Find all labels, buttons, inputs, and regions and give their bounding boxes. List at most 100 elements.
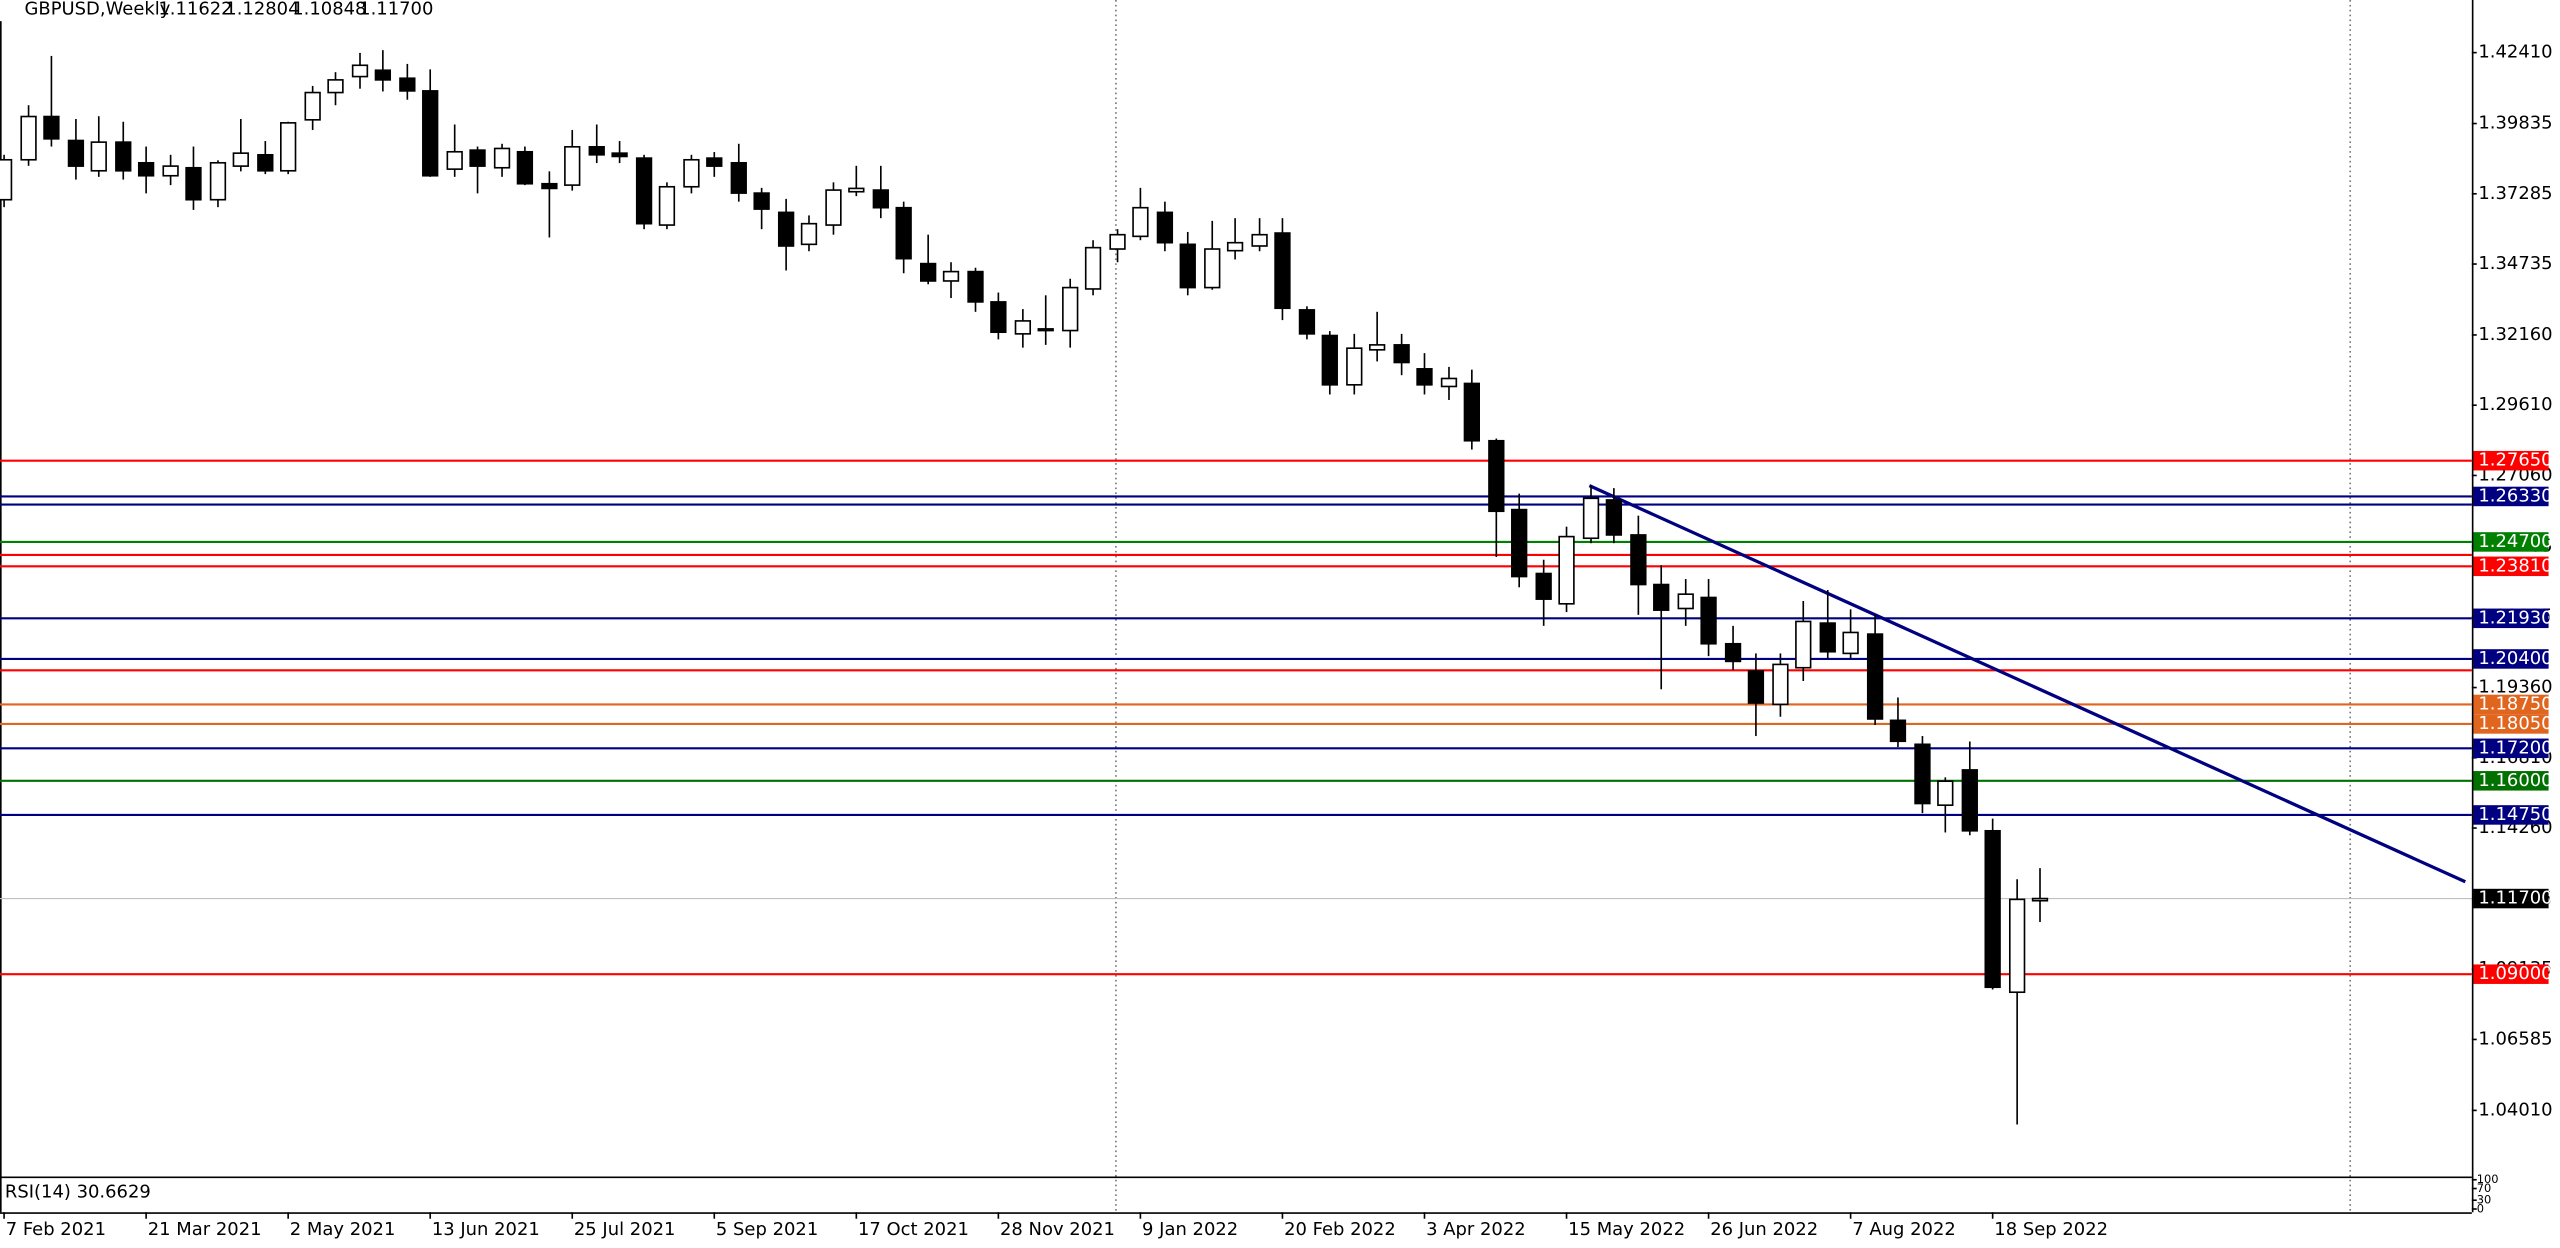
candle-body bbox=[1535, 572, 1552, 600]
candle-body bbox=[327, 79, 344, 94]
rsi-label: RSI(14) 30.6629 bbox=[5, 1182, 151, 1203]
candle-body bbox=[1346, 347, 1363, 386]
candle-body bbox=[1866, 633, 1884, 720]
candle-body bbox=[1037, 328, 1054, 332]
candle-body bbox=[1488, 439, 1505, 513]
candle-body bbox=[493, 147, 511, 169]
level-tag-label: 1.18750 bbox=[2478, 693, 2552, 714]
level-tag bbox=[2473, 608, 2549, 629]
candle-body bbox=[611, 152, 628, 158]
ohlc-high: 1.12804 bbox=[225, 0, 299, 20]
candle-body bbox=[1961, 769, 1978, 832]
candle-body bbox=[1937, 780, 1954, 806]
candle-body bbox=[1393, 344, 1410, 364]
level-tag-label: 1.18050 bbox=[2478, 713, 2552, 734]
candle-body bbox=[1416, 368, 1433, 386]
candle-body bbox=[446, 150, 463, 170]
candle-body bbox=[1463, 382, 1480, 442]
candle-body bbox=[1772, 663, 1789, 706]
candle-body bbox=[422, 90, 439, 177]
x-tick-label: 2 May 2021 bbox=[290, 1219, 396, 1240]
candle-body bbox=[1204, 248, 1221, 289]
y-tick-label: 1.06585 bbox=[2478, 1028, 2552, 1049]
candle-body bbox=[1747, 670, 1765, 704]
ohlc-open: 1.11622 bbox=[158, 0, 232, 20]
candle-body bbox=[232, 152, 249, 167]
level-tag bbox=[2473, 714, 2549, 734]
candle-body bbox=[1440, 377, 1458, 388]
x-tick-label: 26 Jun 2022 bbox=[1710, 1219, 1818, 1240]
level-tag bbox=[2473, 694, 2549, 715]
level-tag-label: 1.14750 bbox=[2478, 804, 2552, 825]
candle-body bbox=[895, 206, 912, 260]
candle-body bbox=[753, 192, 770, 210]
candle-body bbox=[137, 161, 155, 177]
candle-body bbox=[399, 77, 416, 92]
level-tag-label: 1.21930 bbox=[2478, 607, 2552, 628]
level-tag-label: 1.20400 bbox=[2478, 648, 2552, 669]
level-tag bbox=[2473, 532, 2549, 552]
candle-body bbox=[209, 161, 227, 201]
level-tag-label: 1.27650 bbox=[2478, 450, 2552, 471]
candle-body bbox=[0, 158, 13, 201]
candle-body bbox=[115, 141, 132, 172]
candle-body bbox=[825, 189, 842, 226]
candle-body bbox=[1630, 534, 1647, 586]
x-tick-label: 28 Nov 2021 bbox=[1000, 1219, 1115, 1240]
candle-body bbox=[706, 157, 723, 167]
x-tick-label: 25 Jul 2021 bbox=[574, 1219, 676, 1240]
candles bbox=[0, 50, 2049, 1125]
level-tag-label: 1.16000 bbox=[2478, 770, 2552, 791]
x-tick-label: 17 Oct 2021 bbox=[858, 1219, 969, 1240]
y-tick-label: 1.29610 bbox=[2478, 394, 2552, 415]
level-tag bbox=[2473, 771, 2549, 791]
candle-body bbox=[1819, 622, 1836, 653]
candle-body bbox=[469, 149, 486, 167]
candle-body bbox=[564, 146, 581, 186]
x-tick-label: 13 Jun 2021 bbox=[432, 1219, 540, 1240]
candle-body bbox=[990, 301, 1007, 334]
level-tag bbox=[2473, 649, 2549, 669]
candle-body bbox=[280, 122, 297, 172]
candle-body bbox=[1062, 286, 1079, 332]
candle-body bbox=[541, 182, 558, 190]
price-axis: 1.42410 1.39835 1.37285 1.34735 1.32160 1.296… bbox=[2471, 42, 2553, 1120]
x-tick-label: 9 Jan 2022 bbox=[1142, 1219, 1238, 1240]
x-tick-label: 20 Feb 2022 bbox=[1284, 1219, 1396, 1240]
rsi-tick-label: 100 bbox=[2477, 1172, 2499, 1186]
candle-body bbox=[2008, 898, 2026, 994]
candle-body bbox=[1605, 499, 1623, 536]
candle-body bbox=[43, 115, 60, 140]
candle-body bbox=[1889, 719, 1907, 743]
current-price-tag bbox=[2473, 888, 2549, 909]
candle-body bbox=[635, 157, 653, 225]
candle-body bbox=[1511, 508, 1528, 578]
candle-body bbox=[20, 115, 37, 161]
candle-body bbox=[588, 146, 605, 156]
candle-body bbox=[1677, 593, 1694, 610]
candle-body bbox=[1132, 206, 1149, 238]
ohlc-close: 1.11700 bbox=[359, 0, 433, 20]
candle-body bbox=[942, 270, 960, 282]
candle-body bbox=[1368, 344, 1386, 351]
candle-body bbox=[967, 270, 984, 303]
candle-body bbox=[1321, 334, 1338, 386]
candle-body bbox=[1179, 243, 1196, 289]
candle-body bbox=[1653, 583, 1670, 611]
candle-body bbox=[658, 185, 676, 226]
candle-body bbox=[872, 189, 889, 209]
candle-body bbox=[1274, 232, 1291, 310]
y-tick-label: 1.39835 bbox=[2478, 113, 2552, 134]
candle-body bbox=[777, 211, 795, 247]
x-tick-label: 15 May 2022 bbox=[1568, 1219, 1685, 1240]
level-tag-label: 1.23810 bbox=[2478, 555, 2552, 576]
candle-body bbox=[1700, 596, 1717, 645]
candle-body bbox=[1298, 309, 1316, 335]
y-tick-label: 1.37285 bbox=[2478, 183, 2552, 204]
y-tick-label: 1.19360 bbox=[2478, 677, 2552, 698]
candle-body bbox=[1724, 642, 1742, 663]
symbol-title: GBPUSD,Weekly bbox=[24, 0, 170, 20]
